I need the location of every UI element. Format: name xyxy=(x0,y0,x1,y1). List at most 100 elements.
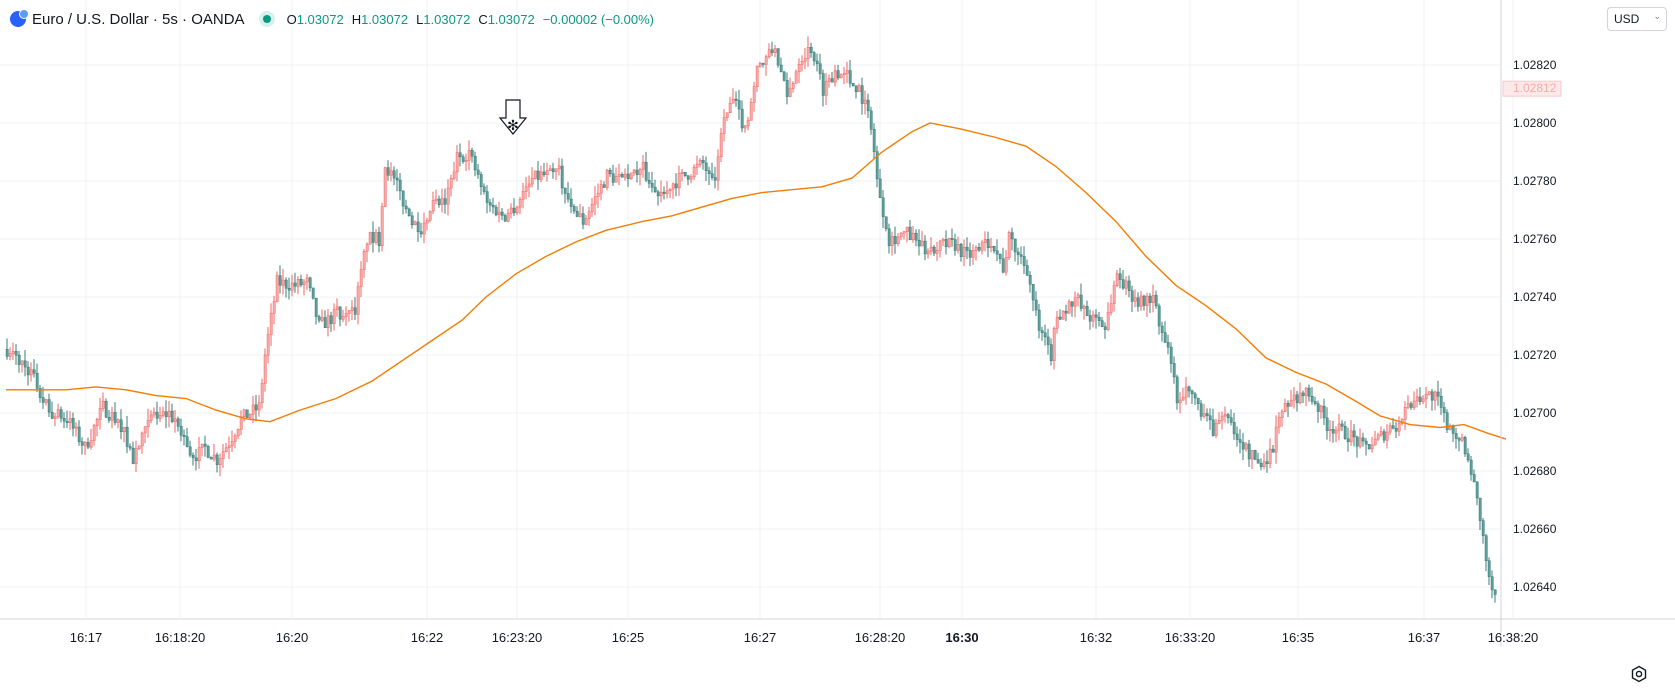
candle xyxy=(398,173,402,201)
candle xyxy=(1325,407,1329,440)
time-tick-label: 16:17 xyxy=(70,630,103,645)
price-tick-label: 1.02740 xyxy=(1513,290,1557,304)
candle xyxy=(1415,388,1419,408)
candle xyxy=(689,174,693,184)
candle xyxy=(1367,444,1371,450)
candle xyxy=(1088,309,1092,330)
candle xyxy=(281,268,285,295)
candle xyxy=(86,437,90,449)
candle xyxy=(872,123,876,159)
candle xyxy=(1163,321,1167,344)
candle xyxy=(980,240,984,255)
candle xyxy=(1160,321,1164,342)
candle xyxy=(1433,390,1437,411)
candle xyxy=(1172,356,1176,384)
candle xyxy=(1145,292,1149,317)
candle xyxy=(176,416,180,432)
candle xyxy=(320,309,324,323)
candle xyxy=(197,437,201,469)
candle xyxy=(1397,416,1401,437)
candle xyxy=(1223,406,1227,423)
open-value: 1.03072 xyxy=(296,11,344,27)
candle xyxy=(593,186,597,216)
candle xyxy=(503,213,507,222)
candle xyxy=(1001,247,1005,274)
candle xyxy=(50,401,54,420)
candle xyxy=(665,181,669,199)
currency-select[interactable]: USD ⌄ xyxy=(1607,7,1667,31)
open-label: O xyxy=(286,11,297,27)
candle xyxy=(653,179,657,194)
candle xyxy=(596,183,600,208)
candle xyxy=(1319,404,1323,419)
candle xyxy=(287,277,291,300)
candle xyxy=(1478,497,1482,530)
candle xyxy=(1034,291,1038,316)
candle xyxy=(551,162,555,179)
candle xyxy=(1277,412,1281,434)
candle xyxy=(1493,589,1497,603)
candle xyxy=(1442,401,1446,423)
candle xyxy=(893,226,897,254)
candle xyxy=(290,274,294,297)
candle xyxy=(341,309,345,323)
candle xyxy=(329,311,333,332)
candle xyxy=(1175,374,1179,410)
candle xyxy=(140,431,144,454)
candle xyxy=(434,189,438,205)
candle xyxy=(740,100,744,133)
candle xyxy=(488,198,492,213)
candle xyxy=(152,407,156,418)
candle xyxy=(599,179,603,201)
candle xyxy=(293,272,297,293)
candle xyxy=(1043,324,1047,346)
arrow-down-marker-icon[interactable]: ✻ xyxy=(498,99,528,135)
candle xyxy=(1451,424,1455,442)
candle xyxy=(530,167,534,188)
market-status-icon[interactable] xyxy=(258,11,275,27)
candle xyxy=(905,226,909,243)
candle xyxy=(677,165,681,196)
candle xyxy=(584,215,588,226)
candle xyxy=(602,181,606,188)
candle xyxy=(1067,299,1071,314)
candle xyxy=(98,398,102,430)
candle xyxy=(188,440,192,458)
candle xyxy=(1487,557,1491,586)
candle xyxy=(932,245,936,257)
candle xyxy=(1361,432,1365,447)
candle xyxy=(92,423,96,446)
candle xyxy=(1142,294,1146,311)
candle xyxy=(941,237,945,247)
candle xyxy=(1046,328,1050,355)
candle xyxy=(182,429,186,446)
candle xyxy=(887,223,891,254)
candle xyxy=(1481,517,1485,544)
candle xyxy=(776,48,780,68)
candle xyxy=(1184,377,1188,405)
candle xyxy=(755,65,759,92)
candle xyxy=(590,197,594,217)
candle xyxy=(305,273,309,290)
candle xyxy=(527,175,531,198)
candle xyxy=(1394,421,1398,439)
candle xyxy=(1100,317,1104,328)
candle xyxy=(1226,412,1230,424)
candle xyxy=(722,108,726,142)
candle xyxy=(983,231,987,252)
candle xyxy=(881,190,885,229)
settings-icon[interactable] xyxy=(1630,665,1648,683)
symbol-title[interactable]: Euro / U.S. Dollar · 5s · OANDA xyxy=(32,10,245,28)
candle xyxy=(8,347,12,361)
candle xyxy=(845,61,849,84)
candle xyxy=(1136,292,1140,312)
candle xyxy=(1469,456,1473,481)
candle xyxy=(581,206,585,230)
candle xyxy=(929,237,933,256)
candle xyxy=(257,395,261,417)
candle xyxy=(1097,311,1101,327)
candle xyxy=(407,207,411,217)
candle xyxy=(701,155,705,170)
candle xyxy=(809,42,813,58)
